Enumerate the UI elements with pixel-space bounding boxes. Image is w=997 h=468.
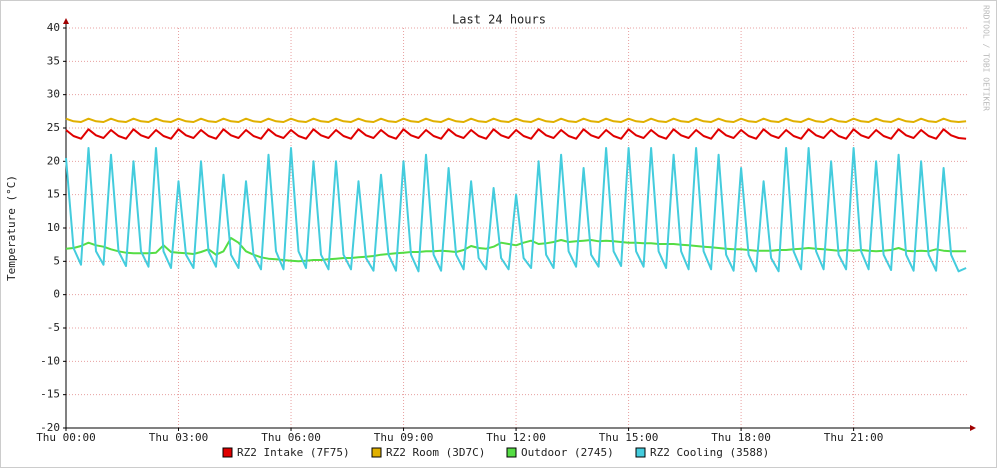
- watermark: RRDTOOL / TOBI OETIKER: [982, 5, 991, 111]
- y-tick-label: -10: [40, 354, 60, 367]
- series-line: [65, 147, 967, 273]
- y-tick-label: 40: [47, 21, 60, 34]
- legend-swatch: [222, 447, 233, 458]
- x-tick-label: Thu 15:00: [599, 431, 659, 444]
- y-tick-label: -5: [47, 321, 60, 334]
- x-tick-label: Thu 06:00: [261, 431, 321, 444]
- y-tick-label: 35: [47, 54, 60, 67]
- chart-title: Last 24 hours: [452, 13, 546, 27]
- legend-label: RZ2 Intake (7F75): [237, 446, 350, 459]
- legend-label: RZ2 Room (3D7C): [386, 446, 485, 459]
- series-line: [65, 128, 967, 140]
- y-tick-label: 10: [47, 221, 60, 234]
- y-tick-label: 5: [53, 254, 60, 267]
- axis-arrow: [970, 425, 976, 431]
- y-axis-label: Temperature (°C): [5, 175, 18, 281]
- y-tick-label: 20: [47, 154, 60, 167]
- legend-label: RZ2 Cooling (3588): [650, 446, 769, 459]
- y-tick-label: 25: [47, 121, 60, 134]
- y-tick-label: -15: [40, 388, 60, 401]
- x-tick-label: Thu 12:00: [486, 431, 546, 444]
- y-tick-label: 30: [47, 88, 60, 101]
- legend-label: Outdoor (2745): [521, 446, 614, 459]
- y-tick-label: 15: [47, 188, 60, 201]
- legend-swatch: [506, 447, 517, 458]
- legend-swatch: [635, 447, 646, 458]
- x-tick-label: Thu 03:00: [149, 431, 209, 444]
- y-tick-label: -20: [40, 421, 60, 434]
- x-tick-label: Thu 21:00: [824, 431, 884, 444]
- x-tick-label: Thu 00:00: [36, 431, 96, 444]
- axis-arrow: [63, 18, 69, 24]
- x-tick-label: Thu 09:00: [374, 431, 434, 444]
- y-tick-label: 0: [53, 288, 60, 301]
- legend-swatch: [371, 447, 382, 458]
- x-tick-label: Thu 18:00: [711, 431, 771, 444]
- series-line: [65, 117, 967, 123]
